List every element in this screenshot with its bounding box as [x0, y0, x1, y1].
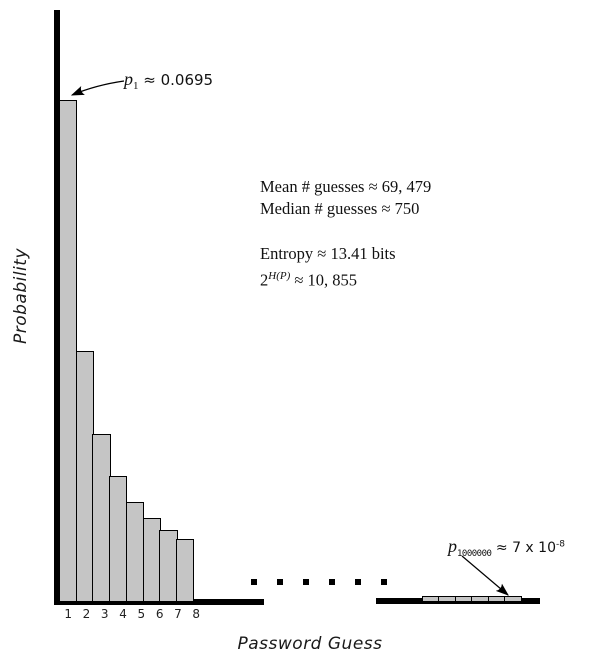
stat-median: Median # guesses ≈ 750 [260, 199, 420, 218]
tail-subscript: 1000000 [457, 548, 492, 559]
ellipsis-dot [355, 579, 361, 585]
bar-guess-4 [109, 476, 128, 602]
bar-guess-1 [59, 100, 78, 602]
p1-arrow [70, 80, 125, 96]
p1-subscript: 1 [133, 80, 139, 92]
equiv-base: 2 [260, 270, 269, 290]
y-axis-label: Probability [11, 247, 31, 345]
y-axis-line [54, 10, 60, 605]
bar-guess-3 [92, 434, 111, 602]
x-tick-6: 6 [155, 607, 164, 621]
x-axis-left-segment [54, 599, 264, 605]
bar-guess-2 [75, 351, 94, 602]
tail-annotation: p1000000 ≈ 7 x 10-8 [448, 536, 565, 559]
tail-bar-segment [438, 596, 457, 602]
stat-entropy: Entropy ≈ 13.41 bits [260, 244, 396, 263]
ellipsis-dot [303, 579, 309, 585]
x-tick-7: 7 [174, 607, 182, 621]
tail-bar-segment [471, 596, 489, 602]
bar-guess-7 [159, 530, 178, 602]
tail-bars-strip [422, 596, 522, 602]
p1-value: ≈ 0.0695 [138, 71, 214, 89]
x-tick-1: 1 [64, 607, 72, 621]
equiv-exponent: H(P) [268, 270, 291, 282]
tail-bar-segment [503, 596, 522, 602]
ellipsis-dot [329, 579, 335, 585]
axis-break-ellipsis [251, 579, 387, 585]
tail-bar-segment [454, 596, 473, 602]
ellipsis-dot [381, 579, 387, 585]
bar-guess-5 [125, 502, 145, 602]
stat-entropy-equivalent: 2H(P) ≈ 10, 855 [260, 265, 431, 292]
p1-annotation: p1 ≈ 0.0695 [124, 69, 213, 92]
ellipsis-dot [277, 579, 283, 585]
x-tick-3: 3 [100, 607, 109, 621]
ellipsis-dot [251, 579, 257, 585]
tail-symbol: p [448, 536, 457, 556]
tail-bar-segment [487, 596, 506, 602]
bar-guess-6 [142, 518, 161, 602]
x-tick-5: 5 [137, 607, 146, 621]
p1-symbol: p [124, 69, 133, 89]
probability-bars [59, 100, 195, 602]
tail-exponent: -8 [555, 539, 565, 550]
stats-block: Mean # guesses ≈ 69, 479 Median # guesse… [260, 176, 431, 292]
tail-bar-segment [422, 596, 440, 602]
equiv-value: ≈ 10, 855 [290, 270, 358, 290]
bar-guess-8 [175, 539, 195, 602]
x-tick-4: 4 [119, 607, 127, 621]
x-tick-8: 8 [192, 607, 201, 621]
x-axis-label: Password Guess [237, 634, 383, 654]
stat-mean: Mean # guesses ≈ 69, 479 [260, 177, 432, 196]
stats-spacer [260, 220, 431, 243]
x-tick-2: 2 [82, 607, 91, 621]
tail-arrow [461, 555, 509, 596]
tail-value: ≈ 7 x 10 [491, 540, 556, 556]
